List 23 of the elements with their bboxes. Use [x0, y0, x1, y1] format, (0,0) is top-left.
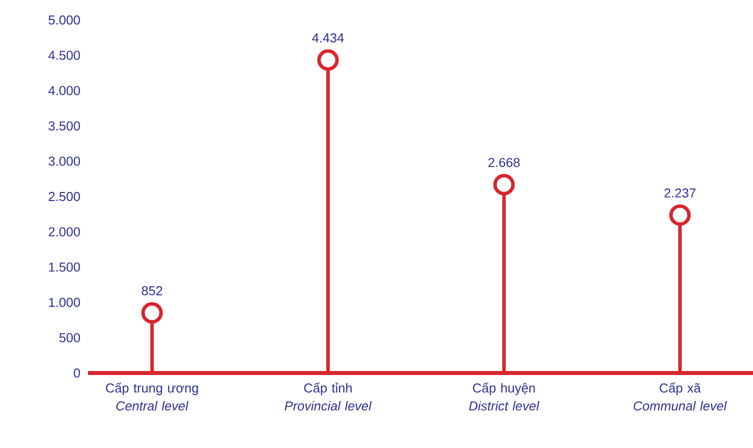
- point: [141, 302, 163, 324]
- y-tick-label: 3.500: [48, 121, 80, 130]
- y-tick-label: 1.500: [49, 262, 80, 272]
- x-tick-label: Cấp huyện District level: [469, 382, 540, 411]
- x-tick-label: Cấp xã Communal level: [634, 382, 727, 411]
- y-tick-label: 2.000: [48, 227, 80, 236]
- y-tick-label: 4.500: [48, 50, 80, 60]
- point: [669, 204, 691, 226]
- data-label: 4.434: [312, 33, 344, 42]
- x-tick-label: Cấp tỉnh Provincial level: [284, 382, 372, 411]
- data-label: 2.237: [664, 188, 696, 198]
- y-tick-label: 5.000: [48, 15, 80, 25]
- point: [317, 49, 339, 71]
- y-tick-label: 500: [59, 333, 80, 342]
- y-tick-label: 1.000: [49, 298, 80, 307]
- y-tick-label: 3.000: [48, 156, 80, 166]
- y-tick-label: 4.000: [48, 86, 80, 96]
- y-tick-label: 2.500: [48, 192, 80, 202]
- data-label: 852: [142, 286, 162, 296]
- data-label: 2.668: [488, 158, 520, 168]
- point: [493, 174, 515, 196]
- x-tick-label: Cấp trung ương Central level: [106, 382, 198, 411]
- y-tick-label: 0: [74, 368, 80, 378]
